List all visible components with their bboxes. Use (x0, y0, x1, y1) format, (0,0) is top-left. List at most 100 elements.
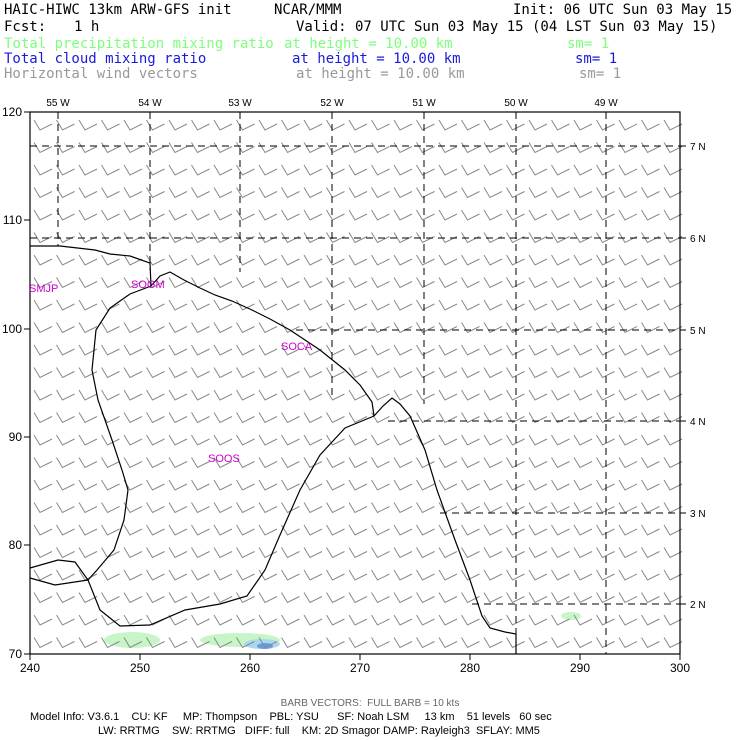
wind-barb (641, 592, 660, 604)
wind-barb (596, 209, 615, 221)
wind-barb (78, 187, 98, 199)
wind-barb (146, 187, 165, 199)
wind-barb (146, 367, 165, 379)
wind-barb (213, 209, 233, 221)
wind-barb (326, 344, 345, 356)
wind-barb (168, 412, 188, 424)
wind-barb (416, 254, 435, 266)
lon-label: 51 W (412, 98, 436, 109)
wind-barb (101, 637, 120, 649)
wind-barb (438, 614, 458, 626)
wind-barb (258, 592, 278, 604)
wind-barb (33, 164, 53, 176)
wind-barb (78, 164, 98, 176)
wind-barb (438, 547, 458, 559)
wind-barb (506, 479, 525, 491)
wind-barb (371, 277, 390, 289)
lat-label: 6 N (690, 234, 706, 245)
wind-barb (641, 434, 660, 446)
wind-barb (371, 187, 390, 199)
wind-barb (56, 119, 75, 131)
wind-barb (146, 277, 165, 289)
wind-barb (191, 434, 210, 446)
wind-barb (33, 412, 53, 424)
wind-barb (506, 299, 525, 311)
wind-barb (506, 457, 525, 469)
wind-barb (236, 412, 255, 424)
wind-barb (101, 547, 120, 559)
wind-barb (461, 479, 480, 491)
wind-barb (438, 637, 458, 649)
wind-barb (528, 434, 548, 446)
wind-barb (101, 164, 120, 176)
wind-barb (393, 547, 413, 559)
y-tick-label: 100 (2, 322, 22, 336)
wind-barb (213, 524, 233, 536)
wind-barb (33, 344, 53, 356)
wind-barb (191, 547, 210, 559)
wind-barb (551, 479, 570, 491)
wind-barb (78, 389, 98, 401)
model-info-line1: Model Info: V3.6.1 CU: KF MP: Thompson P… (30, 711, 552, 723)
wind-barb (56, 187, 75, 199)
station-label: SOOS (208, 453, 240, 465)
wind-barb (56, 367, 75, 379)
wind-barb (123, 547, 143, 559)
wind-barb (641, 457, 660, 469)
wind-barb (56, 614, 75, 626)
wind-barb (641, 299, 660, 311)
wind-barb (461, 457, 480, 469)
wind-barb (573, 434, 593, 446)
wind-barb (191, 232, 210, 244)
wind-barb (573, 389, 593, 401)
wind-barb (146, 344, 165, 356)
wind-barb (461, 434, 480, 446)
wind-barb (56, 344, 75, 356)
wind-barb (371, 547, 390, 559)
wind-barb (303, 524, 323, 536)
wind-barb (236, 592, 255, 604)
wind-barb (258, 637, 278, 649)
wind-barb (326, 614, 345, 626)
lat-label: 5 N (690, 326, 706, 337)
wind-barb (33, 637, 53, 649)
wind-barb (663, 434, 683, 446)
y-tick-label: 70 (9, 647, 23, 661)
wind-barb (371, 142, 390, 154)
wind-barb (461, 389, 480, 401)
wind-barb (303, 412, 323, 424)
wind-barb (303, 457, 323, 469)
wind-barb (78, 344, 98, 356)
wind-barb (596, 254, 615, 266)
wind-barb (371, 434, 390, 446)
wind-barb (416, 277, 435, 289)
wind-barb (213, 322, 233, 334)
wind-barb (78, 119, 98, 131)
wind-barb (416, 614, 435, 626)
init-time: Init: 06 UTC Sun 03 May 15 (513, 2, 733, 18)
wind-barb (101, 569, 120, 581)
wind-barb (281, 434, 300, 446)
wind-barb (213, 389, 233, 401)
wind-barb (78, 637, 98, 649)
wind-barb (56, 389, 75, 401)
wind-barb (393, 614, 413, 626)
wind-barb (258, 187, 278, 199)
wind-barb (33, 614, 53, 626)
wind-barb (191, 389, 210, 401)
wind-barb (123, 637, 143, 649)
wind-barb (101, 614, 120, 626)
wind-barb (236, 277, 255, 289)
wind-barb (348, 164, 368, 176)
wind-barb (483, 389, 503, 401)
wind-barb (101, 457, 120, 469)
wind-barb (101, 367, 120, 379)
wind-barb (641, 524, 660, 536)
wind-barb (663, 389, 683, 401)
wind-barb (438, 457, 458, 469)
wind-barb (33, 592, 53, 604)
wind-barb (461, 187, 480, 199)
wind-barb (326, 637, 345, 649)
wind-barb (551, 412, 570, 424)
wind-barb (596, 299, 615, 311)
